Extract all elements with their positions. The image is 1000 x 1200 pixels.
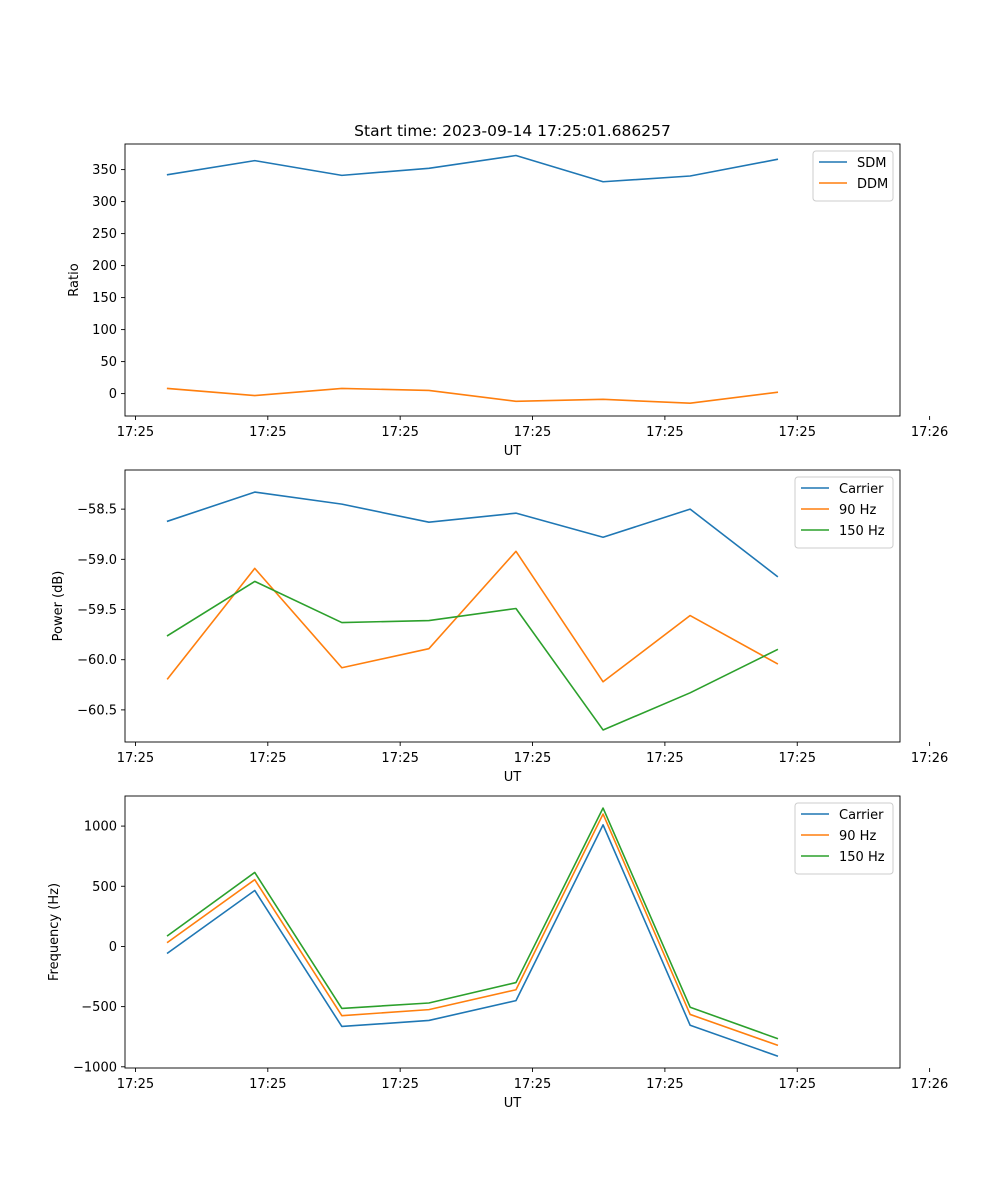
x-axis-label: UT [504,444,522,459]
y-tick-label: 0 [109,940,117,955]
y-tick-label: 1000 [84,820,117,835]
y-tick-label: −59.0 [77,553,117,568]
x-tick-label: 17:25 [646,1077,683,1092]
x-tick-label: 17:25 [514,425,551,440]
y-axis-label: Power (dB) [51,571,66,642]
y-tick-label: −60.5 [77,703,117,718]
legend-label: 150 Hz [839,850,885,865]
legend: Carrier 90 Hz 150 Hz [794,802,894,875]
x-tick-label: 17:25 [117,1077,154,1092]
subplot-2: 17:25 17:25 17:25 17:25 17:25 17:25 17:26 −60.5… [51,469,948,785]
subplot-3: 17:25 17:25 17:25 17:25 17:25 17:25 17:26 −1000… [47,795,948,1111]
x-tick-label: 17:26 [911,1077,948,1092]
legend: Carrier 90 Hz 150 Hz [794,476,894,549]
series-line-ddm [166,387,779,405]
legend-label: Carrier [839,482,884,497]
series-line-150-hz [166,580,779,731]
x-tick-label: 17:25 [249,1077,286,1092]
y-tick-label: −500 [81,1000,117,1015]
subplot-1: 17:25 17:25 17:25 17:25 17:25 17:25 17:26 0 50 10… [67,122,948,459]
y-tick-label: −59.5 [77,603,117,618]
legend-label: 90 Hz [839,829,876,844]
plot-frame [124,469,901,743]
x-tick-label: 17:25 [381,1077,418,1092]
legend-label: Carrier [839,808,884,823]
x-tick-label: 17:25 [249,751,286,766]
series-line-carrier [166,824,779,1057]
y-tick-label: 200 [92,259,117,274]
x-tick-label: 17:25 [381,425,418,440]
legend-label: 90 Hz [839,503,876,518]
y-tick-label: 0 [109,387,117,402]
x-tick-label: 17:25 [646,751,683,766]
x-tick-label: 17:25 [249,425,286,440]
series-line-sdm [166,154,779,183]
y-tick-label: 150 [92,291,117,306]
x-tick-label: 17:26 [911,425,948,440]
y-tick-label: −60.0 [77,653,117,668]
x-axis-label: UT [504,1096,522,1111]
x-tick-label: 17:25 [514,1077,551,1092]
x-tick-label: 17:25 [514,751,551,766]
x-tick-label: 17:25 [779,751,816,766]
y-tick-label: 500 [92,880,117,895]
y-tick-label: 350 [92,163,117,178]
y-axis-label: Ratio [67,263,82,296]
series-line-90-hz [166,813,779,1047]
legend: SDM DDM [812,150,894,202]
plot-frame [124,795,901,1069]
x-tick-label: 17:25 [381,751,418,766]
x-tick-label: 17:25 [117,425,154,440]
legend-box [812,150,894,202]
plot-frame [124,143,901,417]
series-line-90-hz [166,550,779,683]
y-axis-label: Frequency (Hz) [47,883,62,981]
legend-label: DDM [857,177,888,192]
y-tick-label: 250 [92,227,117,242]
series-line-carrier [166,491,779,578]
x-tick-label: 17:25 [779,1077,816,1092]
chart-title: Start time: 2023-09-14 17:25:01.686257 [354,122,671,140]
y-tick-label: 50 [100,355,117,370]
x-tick-label: 17:25 [646,425,683,440]
x-axis-label: UT [504,770,522,785]
series-line-150-hz [166,807,779,1040]
y-tick-label: −1000 [73,1060,117,1075]
x-tick-label: 17:26 [911,751,948,766]
y-tick-label: −58.5 [77,503,117,518]
x-tick-label: 17:25 [779,425,816,440]
x-tick-label: 17:25 [117,751,154,766]
y-tick-label: 100 [92,323,117,338]
legend-label: 150 Hz [839,524,885,539]
y-tick-label: 300 [92,195,117,210]
legend-label: SDM [857,156,886,171]
